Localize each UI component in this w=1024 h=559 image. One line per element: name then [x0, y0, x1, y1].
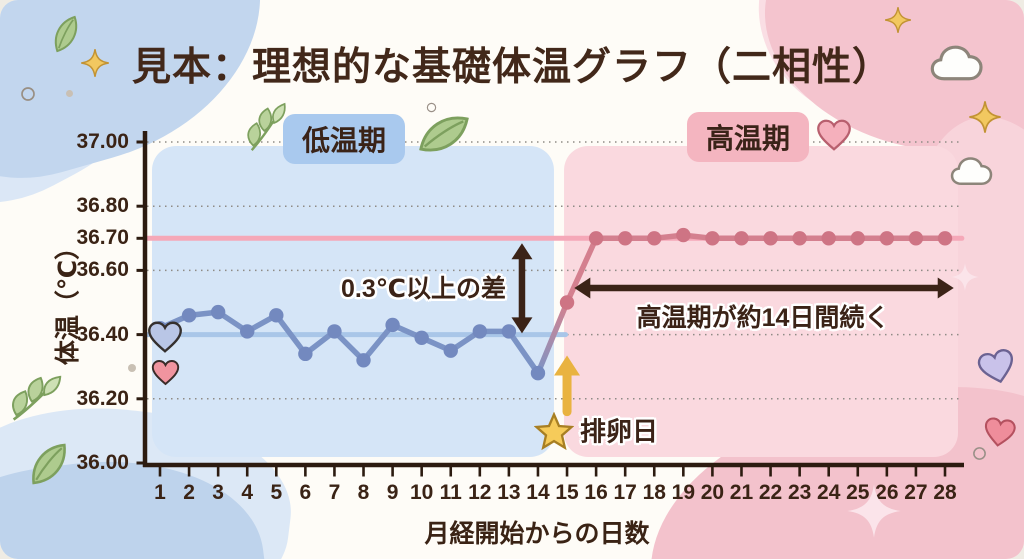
x-tick-label: 13	[497, 481, 521, 504]
x-tick-label: 16	[584, 481, 608, 504]
y-tick-label: 36.20	[76, 386, 129, 410]
temperature-gap-label: 0.3℃以上の差	[340, 275, 506, 303]
x-tick-label: 27	[904, 481, 928, 504]
y-tick-label: 36.80	[76, 194, 129, 218]
y-tick-label: 37.00	[76, 130, 129, 153]
x-tick-label: 3	[212, 481, 224, 504]
x-tick-label: 17	[613, 481, 637, 504]
pink-heart-right-icon	[981, 415, 1018, 450]
x-tick-label: 7	[328, 481, 341, 504]
circle-right-icon	[972, 446, 987, 461]
x-axis-title: 月経開始からの日数	[424, 520, 650, 548]
x-tick-label: 28	[933, 481, 957, 504]
x-tick-label: 18	[642, 481, 666, 504]
x-tick-label: 22	[758, 481, 783, 504]
high-phase-heart-icon	[816, 118, 852, 152]
x-tick-label: 9	[386, 481, 399, 504]
page-title: 見本：理想的な基礎体温グラフ（二相性）	[131, 46, 893, 89]
x-tick-label: 5	[270, 481, 283, 504]
x-tick-label: 11	[439, 481, 462, 504]
y-tick-label: 36.70	[76, 226, 129, 250]
x-tick-label: 20	[700, 481, 725, 504]
x-tick-label: 8	[357, 481, 370, 504]
blue-heart-icon	[147, 320, 183, 354]
x-tick-label: 24	[817, 481, 841, 504]
high-phase-duration-label: 高温期が約14日間続く	[636, 304, 890, 332]
x-tick-label: 25	[846, 481, 870, 504]
y-tick-label: 36.00	[76, 451, 129, 474]
x-tick-label: 14	[526, 481, 550, 504]
y-tick-label: 36.40	[76, 322, 129, 346]
x-tick-label: 12	[468, 481, 492, 504]
circle-top-left-icon	[20, 86, 36, 102]
leaf-sprig-bottom-icon	[6, 364, 68, 430]
x-tick-label: 19	[671, 481, 696, 504]
ovulation-day-label: 排卵日	[580, 416, 659, 447]
sparkle-right-icon	[968, 100, 1002, 134]
star-top-right-icon	[884, 6, 912, 34]
x-tick-label: 26	[875, 481, 899, 504]
x-tick-label: 23	[787, 481, 812, 504]
circle-decoration-icon	[426, 102, 437, 113]
x-tick-label: 21	[729, 481, 754, 504]
sparkle-in-blob-icon	[950, 262, 980, 292]
x-tick-label: 10	[409, 481, 434, 504]
high-phase-badge: 高温期	[686, 112, 810, 162]
cloud-icon	[918, 34, 994, 84]
leaf-bottom-icon	[23, 436, 74, 493]
dot-decoration	[66, 90, 73, 97]
sparkle-bottom-right-icon	[845, 482, 903, 540]
low-phase-badge: 低温期	[282, 114, 406, 164]
x-tick-label: 15	[555, 481, 579, 504]
pink-heart-icon	[151, 359, 180, 386]
leaf-sprig-left-icon	[239, 97, 298, 156]
x-tick-label: 6	[299, 481, 312, 504]
x-tick-label: 1	[154, 481, 166, 504]
ovulation-star-icon	[534, 412, 574, 452]
x-tick-label: 2	[183, 481, 195, 504]
x-tick-label: 4	[241, 481, 254, 504]
sparkle-icon	[80, 48, 110, 78]
y-tick-label: 36.60	[76, 258, 129, 282]
cloud-right-icon	[942, 148, 1000, 188]
dot-decoration-left	[128, 364, 136, 372]
